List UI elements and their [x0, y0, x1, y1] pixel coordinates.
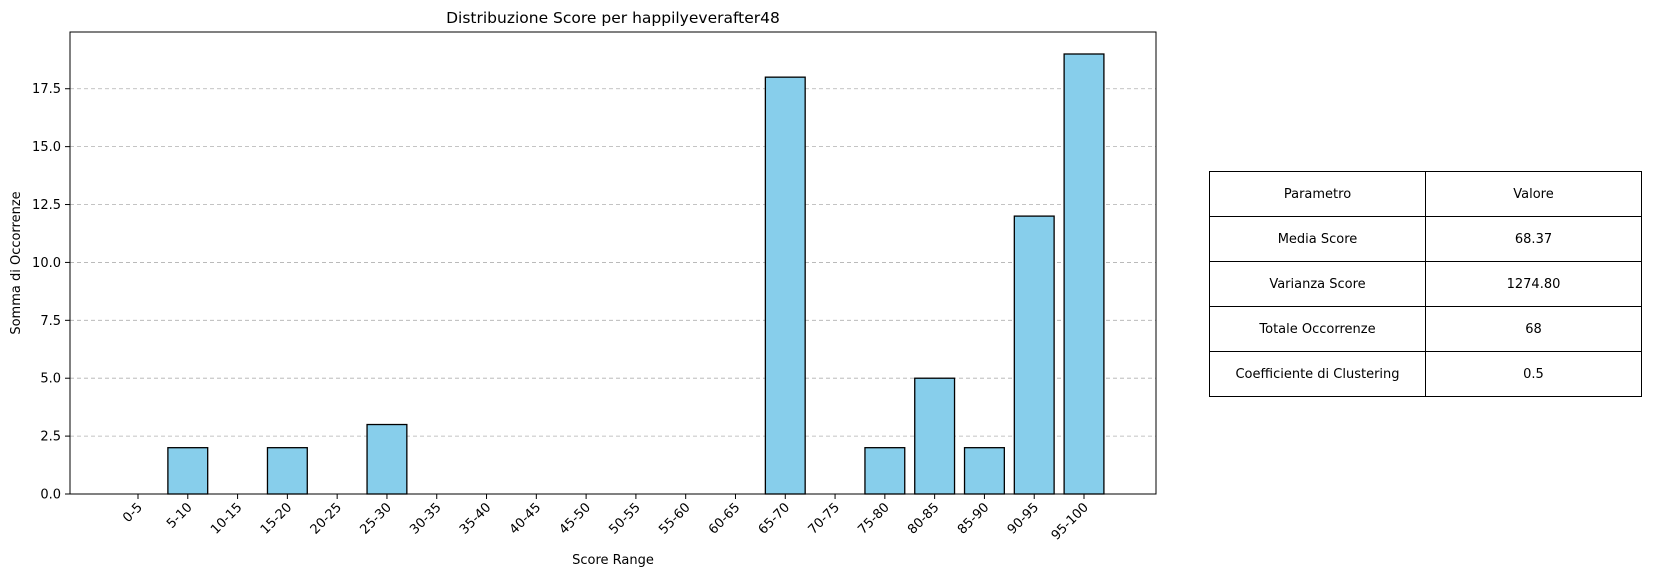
- x-tick-label: 30-35: [407, 500, 444, 537]
- bars: [167, 53, 1105, 495]
- x-tick-label: 10-15: [208, 500, 245, 537]
- y-tick-label: 17.5: [32, 82, 61, 97]
- y-tick-label: 2.5: [40, 430, 61, 445]
- table-row: Coefficiente di Clustering 0.5: [1209, 351, 1642, 397]
- bar-75-80: [864, 447, 906, 495]
- table-cell: Varianza Score: [1209, 261, 1426, 307]
- bar-95-100: [1063, 53, 1105, 495]
- bar-chart: 0.0 2.5 5.0 7.5 10.0 12.5 15.0 17.5 0-5 5-10 10-1…: [9, 9, 1157, 568]
- x-tick-label: 55-60: [656, 500, 693, 537]
- bar-15-20: [266, 447, 308, 495]
- table-row: Varianza Score 1274.80: [1209, 261, 1642, 307]
- x-tick-label: 45-50: [557, 500, 594, 537]
- x-tick-label: 40-45: [507, 500, 544, 537]
- y-tick-label: 15.0: [32, 140, 61, 155]
- x-tick-label: 65-70: [756, 500, 793, 537]
- x-tick-label: 60-65: [706, 500, 743, 537]
- table-row: Media Score 68.37: [1209, 216, 1642, 262]
- x-tick-label: 0-5: [120, 500, 146, 526]
- x-tick-label: 35-40: [457, 500, 494, 537]
- y-axis-label: Somma di Occorrenze: [9, 191, 24, 334]
- bar-25-30: [366, 423, 408, 495]
- bar-90-95: [1013, 215, 1055, 495]
- bar-85-90: [963, 447, 1005, 495]
- table-cell: Media Score: [1209, 216, 1426, 262]
- y-tick-label: 7.5: [40, 314, 61, 329]
- x-tick-label: 70-75: [806, 500, 843, 537]
- y-tick-label: 10.0: [32, 256, 61, 271]
- x-axis-ticks: 0-5 5-10 10-15 15-20 20-25 25-30 30-35 35-40 40-…: [120, 494, 1092, 543]
- x-tick-label: 95-100: [1049, 500, 1092, 543]
- x-axis-label: Score Range: [572, 553, 654, 568]
- x-tick-label: 80-85: [905, 500, 942, 537]
- y-tick-label: 0.0: [40, 488, 61, 503]
- table-cell: Totale Occorrenze: [1209, 306, 1426, 352]
- x-tick-label: 5-10: [164, 500, 195, 531]
- table-header-cell: Parametro: [1209, 171, 1426, 217]
- bar-65-70: [764, 76, 806, 495]
- table-cell: 1274.80: [1425, 261, 1642, 307]
- x-tick-label: 85-90: [955, 500, 992, 537]
- chart-title: Distribuzione Score per happilyeverafter…: [446, 9, 780, 27]
- y-tick-label: 5.0: [40, 372, 61, 387]
- x-tick-label: 25-30: [357, 500, 394, 537]
- x-tick-label: 15-20: [258, 500, 295, 537]
- x-tick-label: 90-95: [1005, 500, 1042, 537]
- bar-80-85: [914, 377, 956, 495]
- table-cell: Coefficiente di Clustering: [1209, 351, 1426, 397]
- table-row: Totale Occorrenze 68: [1209, 306, 1642, 352]
- x-tick-label: 50-55: [606, 500, 643, 537]
- stats-table: Parametro Valore Media Score 68.37 Varia…: [1209, 171, 1642, 397]
- table-header-row: Parametro Valore: [1209, 171, 1642, 217]
- table-cell: 0.5: [1425, 351, 1642, 397]
- x-tick-label: 20-25: [308, 500, 345, 537]
- grid-lines: [70, 88, 1156, 437]
- table-cell: 68.37: [1425, 216, 1642, 262]
- bar-5-10: [167, 447, 209, 495]
- y-tick-label: 12.5: [32, 198, 61, 213]
- table-header-cell: Valore: [1425, 171, 1642, 217]
- plot-frame: [69, 31, 1157, 495]
- y-axis-ticks: 0.0 2.5 5.0 7.5 10.0 12.5 15.0 17.5: [32, 82, 70, 503]
- table-cell: 68: [1425, 306, 1642, 352]
- x-tick-label: 75-80: [855, 500, 892, 537]
